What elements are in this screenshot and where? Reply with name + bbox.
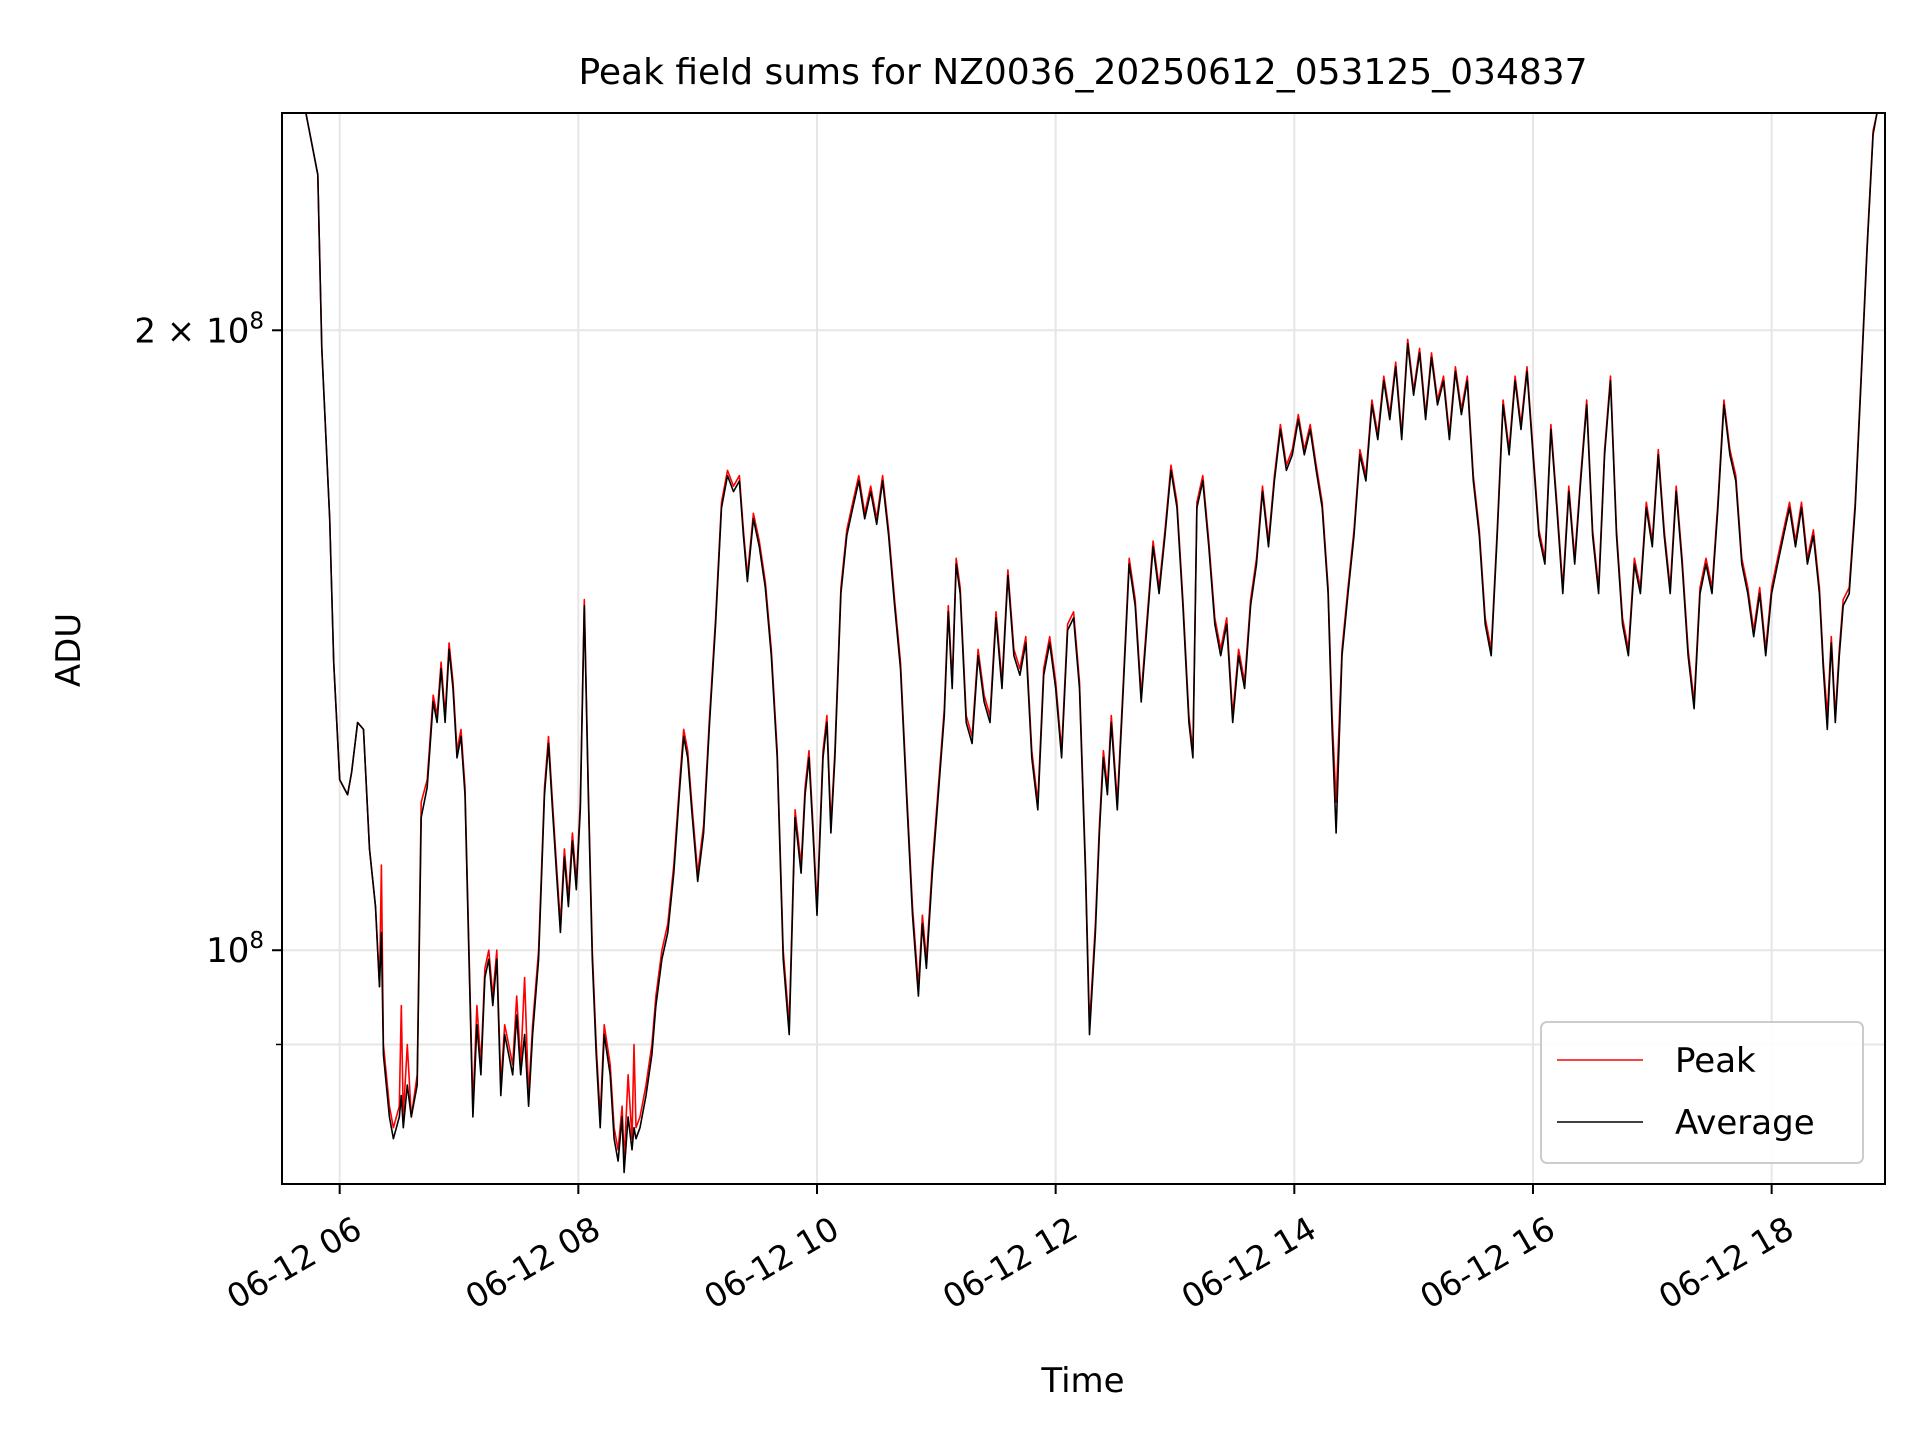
- y-tick-label: 2 × 108: [134, 308, 264, 351]
- series-layer: [282, 112, 1885, 1174]
- legend-label-average: Average: [1675, 1103, 1815, 1143]
- chart-title: Peak field sums for NZ0036_20250612_0531…: [578, 52, 1587, 93]
- legend: Peak Average: [1540, 1021, 1864, 1164]
- y-tick-label: 108: [206, 928, 264, 971]
- x-axis-label: Time: [1040, 1361, 1124, 1401]
- legend-box: [1540, 1021, 1864, 1164]
- plot-area-frame: [281, 112, 1886, 1185]
- y-axis-label: ADU: [49, 613, 89, 687]
- y-axis: 108 2 × 108: [134, 308, 282, 1046]
- legend-label-peak: Peak: [1675, 1041, 1756, 1081]
- series-line-average: [282, 112, 1885, 1174]
